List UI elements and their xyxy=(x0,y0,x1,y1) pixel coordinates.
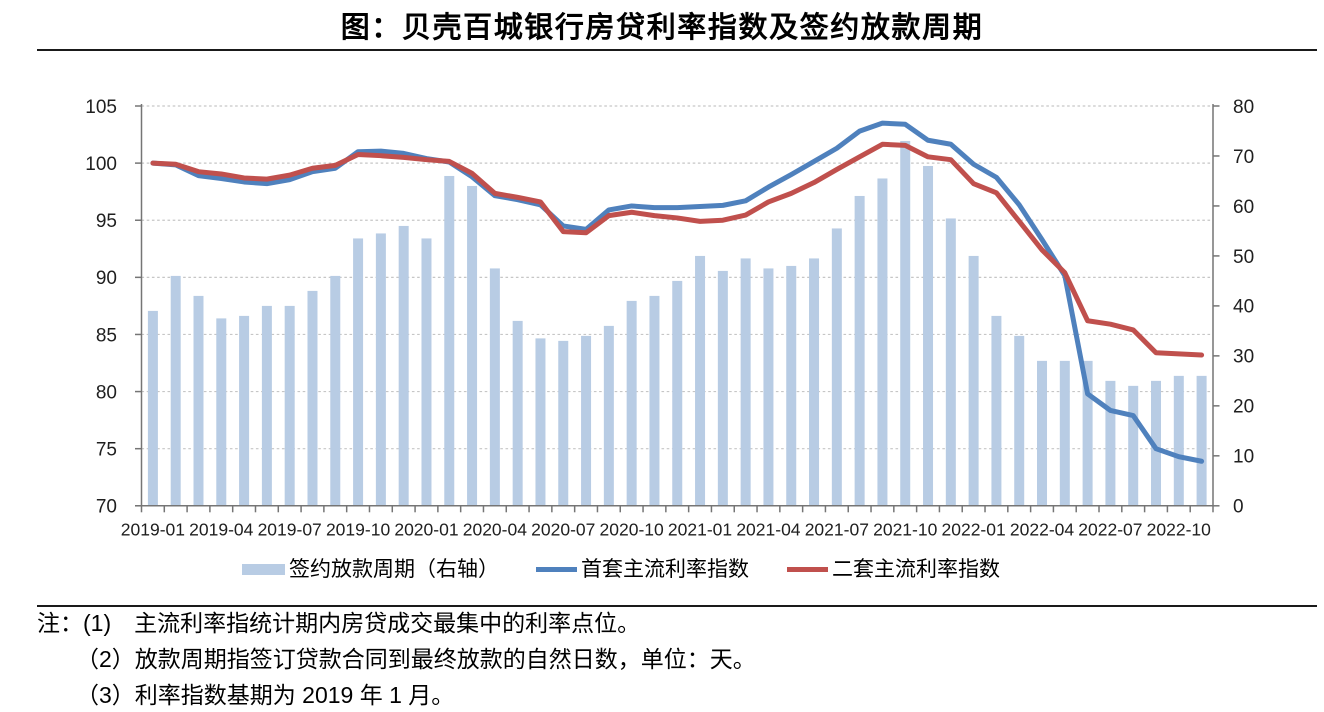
bar-2019-03 xyxy=(193,295,204,506)
right-axis-label: 20 xyxy=(1233,397,1254,418)
bar-2020-02 xyxy=(444,175,455,506)
x-axis-label: 2021-07 xyxy=(805,519,869,539)
x-axis-label: 2020-07 xyxy=(531,519,595,539)
x-axis-label: 2019-07 xyxy=(258,519,322,539)
x-axis-label: 2020-10 xyxy=(600,519,664,539)
bar-2022-01 xyxy=(968,255,979,506)
bar-2022-05 xyxy=(1059,360,1070,506)
bar-2020-05 xyxy=(512,320,523,506)
bar-2019-12 xyxy=(398,225,409,506)
bar-2022-02 xyxy=(991,315,1002,506)
legend-label-loan-cycle: 签约放款周期（右轴） xyxy=(289,557,499,581)
x-axis-label: 2022-04 xyxy=(1010,519,1074,539)
bar-2019-07 xyxy=(284,305,295,506)
notes-divider-line xyxy=(37,605,1317,607)
bar-2022-03 xyxy=(1014,335,1025,506)
x-axis-label: 2021-10 xyxy=(873,519,937,539)
bar-2020-12 xyxy=(672,280,683,506)
bar-2019-04 xyxy=(216,318,227,506)
bar-2020-06 xyxy=(535,338,546,506)
right-axis-label: 40 xyxy=(1233,297,1254,318)
line-series-1 xyxy=(150,120,1205,464)
line-series-2 xyxy=(150,141,1205,358)
bar-2019-10 xyxy=(353,238,364,506)
legend-label-second-home-index: 二套主流利率指数 xyxy=(832,557,1000,581)
bar-2020-07 xyxy=(558,340,569,506)
notes-block: 注：(1) 主流利率指统计期内房贷成交最集中的利率点位。 （2）放款周期指签订贷… xyxy=(37,605,756,712)
bar-2021-10 xyxy=(900,140,911,506)
left-axis-label: 95 xyxy=(96,211,117,232)
bar-2021-03 xyxy=(740,258,751,506)
x-axis-label: 2019-04 xyxy=(189,519,253,539)
x-axis-label: 2022-10 xyxy=(1147,519,1211,539)
bar-2021-06 xyxy=(809,258,820,506)
left-axis-label: 85 xyxy=(96,325,117,346)
bar-2020-08 xyxy=(581,335,592,506)
bar-2020-09 xyxy=(603,325,614,506)
note-line-1: 注：(1) 主流利率指统计期内房贷成交最集中的利率点位。 xyxy=(37,610,641,636)
title-divider-line xyxy=(37,49,1317,51)
right-axis-label: 80 xyxy=(1233,97,1254,118)
bar-2021-05 xyxy=(786,265,797,506)
right-axis-label: 60 xyxy=(1233,197,1254,218)
bar-2020-04 xyxy=(489,268,500,506)
bar-2022-08 xyxy=(1128,385,1139,506)
left-axis-label: 90 xyxy=(96,268,117,289)
bar-2022-11 xyxy=(1196,375,1207,506)
bar-2019-11 xyxy=(375,233,386,506)
bar-2021-01 xyxy=(695,255,706,506)
left-axis-label: 75 xyxy=(96,440,117,461)
bar-2020-10 xyxy=(626,300,637,506)
legend-line-swatch-first-home xyxy=(536,566,577,572)
bar-2019-08 xyxy=(307,290,318,506)
left-axis-label: 100 xyxy=(85,154,117,175)
note-line-2: （2）放款周期指签订贷款合同到最终放款的自然日数，单位：天。 xyxy=(76,646,756,672)
bar-2020-03 xyxy=(467,185,478,506)
bar-2020-01 xyxy=(421,238,432,506)
right-axis-label: 70 xyxy=(1233,147,1254,168)
x-axis-label: 2021-01 xyxy=(668,519,732,539)
right-axis-label: 10 xyxy=(1233,447,1254,468)
x-axis-label: 2022-07 xyxy=(1078,519,1142,539)
x-axis-label: 2019-01 xyxy=(121,519,185,539)
x-axis-label: 2022-01 xyxy=(942,519,1006,539)
chart-legend: 签约放款周期（右轴） 首套主流利率指数 二套主流利率指数 xyxy=(242,556,1000,582)
bar-2019-09 xyxy=(330,275,341,506)
x-axis-label: 2020-04 xyxy=(463,519,527,539)
left-axis-label: 70 xyxy=(96,497,117,518)
left-axis-label: 105 xyxy=(85,97,117,118)
bar-2019-05 xyxy=(239,315,250,506)
left-axis-label: 80 xyxy=(96,382,117,403)
bar-2021-11 xyxy=(923,165,934,506)
legend-label-first-home-index: 首套主流利率指数 xyxy=(581,557,749,581)
bar-2022-10 xyxy=(1173,375,1184,506)
x-axis-label: 2019-10 xyxy=(326,519,390,539)
bar-2021-07 xyxy=(831,228,842,506)
bar-2021-02 xyxy=(717,270,728,506)
bar-2021-09 xyxy=(877,178,888,506)
bar-2019-01 xyxy=(147,310,158,506)
right-axis-label: 30 xyxy=(1233,347,1254,368)
right-axis-label: 50 xyxy=(1233,247,1254,268)
x-axis-label: 2020-01 xyxy=(394,519,458,539)
legend-line-swatch-second-home xyxy=(787,566,828,572)
legend-bar-swatch xyxy=(242,563,285,575)
bar-2021-12 xyxy=(945,218,956,506)
bar-2020-11 xyxy=(649,295,660,506)
bar-2019-06 xyxy=(261,305,272,506)
note-line-3: （3）利率指数基期为 2019 年 1 月。 xyxy=(76,682,455,708)
bar-2022-04 xyxy=(1037,360,1048,506)
bar-2022-06 xyxy=(1082,360,1093,506)
bar-2022-09 xyxy=(1151,380,1162,506)
bar-2019-02 xyxy=(170,275,181,506)
bar-2021-04 xyxy=(763,268,774,506)
bar-2021-08 xyxy=(854,195,865,506)
x-axis-label: 2021-04 xyxy=(736,519,800,539)
chart-title: 图：贝壳百城银行房贷利率指数及签约放款周期 xyxy=(340,12,984,44)
bar-2022-07 xyxy=(1105,380,1116,506)
right-axis-label: 0 xyxy=(1233,497,1244,518)
